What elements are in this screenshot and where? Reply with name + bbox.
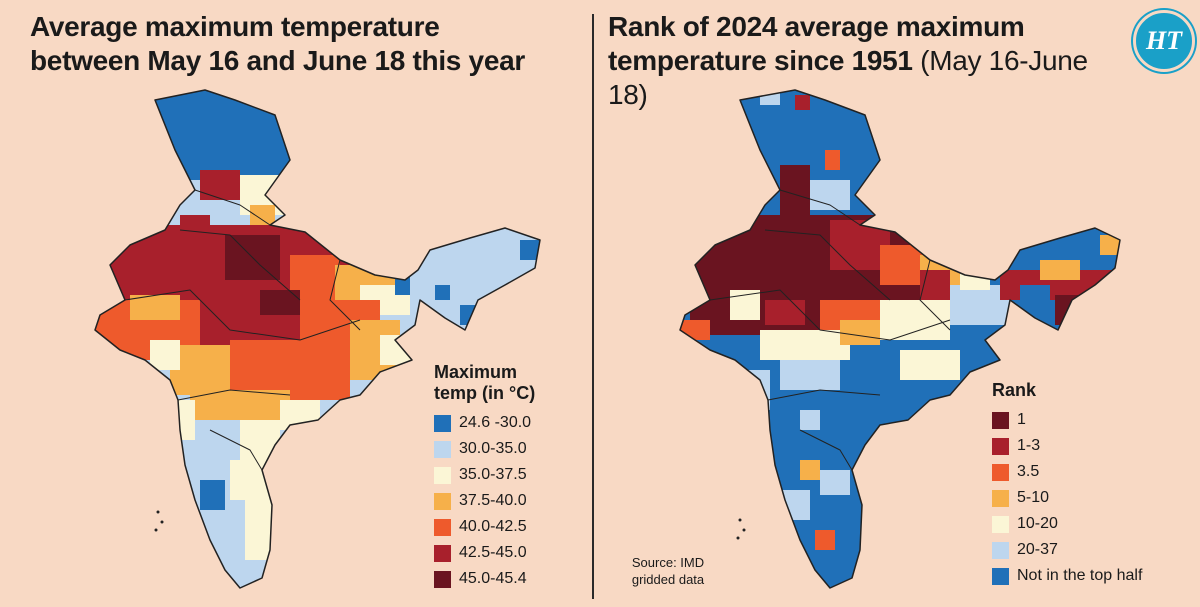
right-legend-label: 3.5: [1017, 463, 1040, 480]
right-legend-swatch: [992, 541, 1009, 559]
left-map-panel: Average maximum temperature between May …: [0, 0, 590, 607]
left-legend-item: 37.5-40.0: [434, 488, 535, 514]
left-legend-swatch: [434, 440, 451, 458]
left-legend-item: 30.0-35.0: [434, 436, 535, 462]
left-legend-swatch: [434, 492, 451, 510]
right-legend-swatch: [992, 515, 1009, 533]
right-map-title: Rank of 2024 average maximum temperature…: [608, 10, 1128, 112]
left-legend-item: 42.5-45.0: [434, 540, 535, 566]
ht-logo: HT: [1133, 10, 1195, 72]
left-legend-title-line1: Maximum: [434, 362, 518, 382]
left-legend-items: 24.6 -30.0 30.0-35.0 35.0-37.5 37.5-40.0 40.…: [434, 410, 535, 592]
right-legend-item: 5-10: [992, 485, 1142, 511]
left-legend-swatch: [434, 518, 451, 536]
left-legend-item: 40.0-42.5: [434, 514, 535, 540]
left-legend-label: 35.0-37.5: [459, 466, 527, 483]
right-title-line2-bold: temperature since 1951: [608, 45, 913, 76]
right-legend-item: 20-37: [992, 537, 1142, 563]
left-legend-label: 30.0-35.0: [459, 440, 527, 457]
right-map-panel: Rank of 2024 average maximum temperature…: [600, 0, 1200, 607]
source-line1: Source: IMD: [631, 555, 705, 570]
left-legend-label: 40.0-42.5: [459, 518, 527, 535]
right-legend-items: 1 1-3 3.5 5-10 10-20 20-37 Not in the top half: [992, 407, 1142, 589]
ht-logo-text: HT: [1145, 26, 1183, 55]
right-legend-item: Not in the top half: [992, 563, 1142, 589]
right-legend-swatch: [992, 463, 1009, 481]
right-legend-swatch: [992, 567, 1009, 585]
right-legend-item: 1: [992, 407, 1142, 433]
right-legend-item: 3.5: [992, 459, 1142, 485]
left-legend-swatch: [434, 544, 451, 562]
right-legend-label: 1: [1017, 411, 1026, 428]
left-legend-item: 35.0-37.5: [434, 462, 535, 488]
right-india-rank-map: [679, 89, 1121, 589]
right-legend-label: 5-10: [1017, 489, 1050, 506]
left-legend-item: 24.6 -30.0: [434, 410, 535, 436]
right-title-line1: Rank of 2024 average maximum: [608, 11, 1025, 42]
right-legend-label: 10-20: [1017, 515, 1058, 532]
right-legend-title: Rank: [992, 380, 1037, 400]
panel-divider: [592, 14, 594, 599]
right-legend-item: 1-3: [992, 433, 1142, 459]
left-legend-swatch: [434, 414, 451, 432]
left-title-line1: Average maximum temperature: [30, 11, 440, 42]
right-legend-swatch: [992, 489, 1009, 507]
source-note: Source: IMD gridded data: [608, 554, 728, 588]
left-map-title: Average maximum temperature between May …: [30, 10, 525, 78]
right-legend-swatch: [992, 411, 1009, 429]
source-line2: gridded data: [631, 572, 705, 587]
left-map-legend: Maximum temp (in °C) 24.6 -30.0 30.0-35.0…: [434, 362, 535, 592]
left-legend-label: 42.5-45.0: [459, 544, 527, 561]
left-legend-label: 37.5-40.0: [459, 492, 527, 509]
right-legend-label: 1-3: [1017, 437, 1041, 454]
left-legend-title-line2: temp (in °C): [434, 383, 536, 403]
left-legend-swatch: [434, 466, 451, 484]
left-title-line2: between May 16 and June 18 this year: [30, 45, 525, 76]
right-legend-swatch: [992, 437, 1009, 455]
left-legend-item: 45.0-45.4: [434, 566, 535, 592]
left-legend-title: Maximum temp (in °C): [434, 362, 535, 404]
left-legend-swatch: [434, 570, 451, 588]
right-legend-item: 10-20: [992, 511, 1142, 537]
right-map-legend: Rank 1 1-3 3.5 5-10 10-20 20-37 Not in the top…: [992, 380, 1142, 589]
right-legend-label: Not in the top half: [1017, 567, 1143, 584]
left-legend-label: 45.0-45.4: [459, 570, 527, 587]
right-legend-label: 20-37: [1017, 541, 1058, 558]
left-india-temperature-map: [94, 89, 541, 589]
left-legend-label: 24.6 -30.0: [459, 414, 532, 431]
right-title-line2-normal: (May 16-June 18): [608, 45, 1088, 110]
